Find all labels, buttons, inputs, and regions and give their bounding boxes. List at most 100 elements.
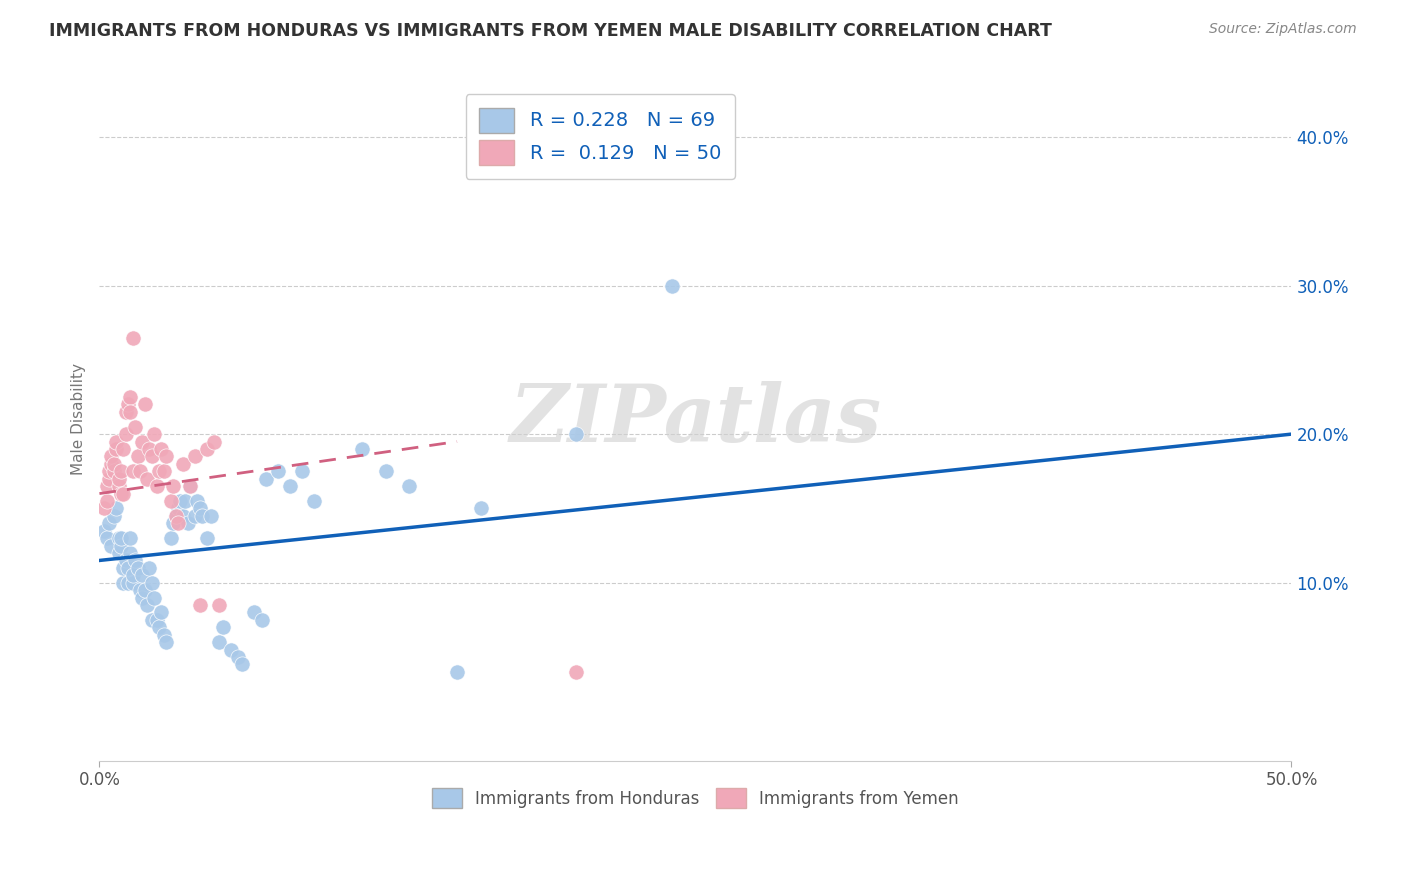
Point [100, 539, 122, 553]
Point [165, 508, 187, 523]
Point [98, 464, 121, 478]
Point [110, 531, 132, 545]
Point [219, 642, 242, 657]
Point [114, 427, 136, 442]
Point [661, 278, 683, 293]
Point [169, 494, 191, 508]
Point [112, 442, 135, 456]
Point [148, 620, 170, 634]
Point [174, 494, 197, 508]
Point [96, 479, 118, 493]
Point [145, 613, 167, 627]
Point [100, 457, 122, 471]
Point [121, 568, 143, 582]
Point [208, 635, 231, 649]
Point [134, 397, 156, 411]
Point [93, 501, 115, 516]
Point [188, 501, 211, 516]
Point [165, 508, 187, 523]
Point [120, 546, 142, 560]
Point [124, 553, 146, 567]
Text: IMMIGRANTS FROM HONDURAS VS IMMIGRANTS FROM YEMEN MALE DISABILITY CORRELATION CH: IMMIGRANTS FROM HONDURAS VS IMMIGRANTS F… [49, 22, 1052, 40]
Point [565, 427, 588, 442]
Point [107, 531, 129, 545]
Point [110, 486, 132, 500]
Point [112, 575, 135, 590]
Point [565, 665, 588, 679]
Point [107, 472, 129, 486]
Point [105, 434, 128, 449]
Point [470, 501, 492, 516]
Point [267, 464, 290, 478]
Point [110, 539, 132, 553]
Point [141, 613, 163, 627]
Text: ZIPatlas: ZIPatlas [509, 381, 882, 458]
Point [124, 419, 146, 434]
Point [188, 598, 211, 612]
Point [117, 561, 139, 575]
Point [398, 479, 420, 493]
Point [184, 450, 207, 464]
Point [153, 464, 176, 478]
Point [127, 561, 149, 575]
Point [172, 508, 194, 523]
Point [129, 583, 152, 598]
Point [117, 575, 139, 590]
Point [160, 494, 183, 508]
Point [243, 606, 266, 620]
Point [141, 450, 163, 464]
Point [138, 561, 160, 575]
Point [374, 464, 396, 478]
Point [117, 397, 139, 411]
Point [148, 464, 170, 478]
Point [110, 464, 132, 478]
Point [231, 657, 253, 672]
Point [120, 390, 142, 404]
Point [179, 479, 201, 493]
Point [212, 620, 235, 634]
Point [200, 508, 222, 523]
Point [127, 450, 149, 464]
Point [155, 450, 177, 464]
Point [136, 472, 159, 486]
Point [143, 591, 166, 605]
Point [150, 442, 173, 456]
Point [250, 613, 273, 627]
Point [131, 568, 153, 582]
Point [278, 479, 301, 493]
Point [131, 591, 153, 605]
Point [302, 494, 325, 508]
Point [121, 330, 143, 344]
Point [114, 405, 136, 419]
Point [291, 464, 314, 478]
Point [202, 434, 225, 449]
Point [112, 486, 135, 500]
Point [208, 598, 231, 612]
Point [105, 501, 128, 516]
Point [141, 575, 163, 590]
Point [138, 442, 160, 456]
Point [143, 427, 166, 442]
Point [105, 442, 128, 456]
Point [98, 472, 121, 486]
Point [93, 524, 115, 538]
Point [96, 494, 118, 508]
Point [103, 457, 125, 471]
Point [96, 531, 118, 545]
Point [153, 628, 176, 642]
Point [129, 464, 152, 478]
Point [131, 434, 153, 449]
Point [120, 531, 142, 545]
Point [134, 583, 156, 598]
Text: Source: ZipAtlas.com: Source: ZipAtlas.com [1209, 22, 1357, 37]
Point [446, 665, 468, 679]
Point [184, 508, 207, 523]
Point [160, 531, 183, 545]
Y-axis label: Male Disability: Male Disability [72, 363, 86, 475]
Point [195, 442, 218, 456]
Point [114, 553, 136, 567]
Point [121, 575, 143, 590]
Point [162, 516, 184, 531]
Point [150, 606, 173, 620]
Point [107, 479, 129, 493]
